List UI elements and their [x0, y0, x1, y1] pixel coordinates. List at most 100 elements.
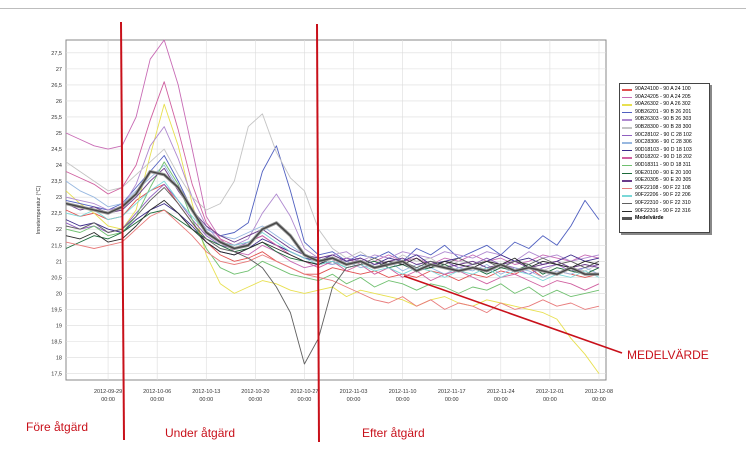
legend-entry: 90D18311 - 90 D 18 311 [622, 162, 707, 170]
x-tick-label: 2012-10-20 [241, 389, 269, 395]
phase-divider-start [120, 21, 125, 441]
legend-label: 90D18311 - 90 D 18 311 [635, 161, 692, 168]
y-tick-label: 18,5 [51, 340, 62, 346]
legend-swatch [622, 111, 632, 114]
legend-label: 90C28102 - 90 C 28 102 [635, 131, 692, 138]
mean-annotation-pointer [403, 275, 623, 354]
legend-swatch [622, 127, 632, 129]
y-tick-label: 24,5 [51, 147, 62, 153]
x-tick-time-label: 00:00 [396, 397, 410, 403]
legend-entry: 90C28102 - 90 C 28 102 [622, 132, 707, 140]
y-tick-label: 17,5 [51, 372, 62, 378]
y-tick-label: 27 [56, 67, 62, 73]
y-tick-label: 22,5 [51, 211, 62, 217]
x-tick-label: 2012-11-03 [340, 389, 368, 395]
legend-swatch [622, 172, 632, 175]
y-tick-label: 26 [56, 99, 62, 105]
x-tick-time-label: 00:00 [592, 397, 606, 403]
legend-entry: 90B26201 - 90 B 26 201 [622, 109, 707, 117]
x-tick-label: 2012-12-08 [585, 389, 613, 395]
x-tick-label: 2012-12-01 [536, 389, 564, 395]
y-tick-label: 20,5 [51, 275, 62, 281]
legend-label: 90F22206 - 90 F 22 206 [635, 192, 691, 199]
x-tick-label: 2012-10-06 [143, 389, 171, 395]
legend-label: Medelvärde [635, 215, 664, 222]
series-line [65, 180, 600, 282]
legend-swatch [622, 119, 632, 121]
legend-entry: 90E20100 - 90 E 20 100 [622, 170, 707, 178]
x-tick-label: 2012-09-29 [94, 389, 122, 395]
legend-label: 90B26201 - 90 B 26 201 [635, 108, 692, 115]
legend-entry: 90C28306 - 90 C 28 306 [622, 139, 707, 147]
legend-label: 90D18103 - 90 D 18 103 [635, 146, 692, 153]
phase-label-before: Före åtgärd [26, 420, 89, 434]
legend-label: 90B26303 - 90 B 26 303 [635, 116, 692, 123]
legend-label: 90F22108 - 90 F 22 108 [635, 184, 691, 191]
legend-swatch [622, 164, 632, 167]
legend-entry: 90D18202 - 90 D 18 202 [622, 154, 707, 162]
phase-label-after: Efter åtgärd [362, 426, 425, 440]
legend-swatch [622, 202, 632, 205]
y-tick-label: 18 [56, 356, 62, 362]
x-tick-time-label: 00:00 [150, 397, 164, 403]
legend-entry: 90F22310 - 90 F 22 310 [622, 200, 707, 208]
x-tick-label: 2012-11-24 [487, 389, 515, 395]
y-tick-label: 19 [56, 323, 62, 329]
x-tick-time-label: 00:00 [347, 397, 361, 403]
legend-label: 90F22310 - 90 F 22 310 [635, 199, 691, 206]
x-tick-time-label: 00:00 [543, 397, 557, 403]
phase-label-during: Under åtgärd [165, 426, 236, 440]
legend-label: 90F22316 - 90 F 22 316 [635, 207, 691, 214]
legend-swatch [622, 149, 632, 152]
series-line [65, 145, 600, 262]
y-tick-label: 23 [56, 195, 62, 201]
y-tick-label: 19,5 [51, 307, 62, 313]
x-tick-label: 2012-10-13 [192, 389, 220, 395]
y-tick-label: 20 [56, 291, 62, 297]
legend-label: 90B28300 - 90 B 28 300 [635, 123, 692, 130]
series-line [65, 209, 600, 314]
legend-entry: 90A26302 - 90 A 26 302 [622, 101, 707, 109]
x-tick-time-label: 00:00 [298, 397, 312, 403]
y-tick-label: 21 [56, 259, 62, 265]
x-tick-time-label: 00:00 [248, 397, 262, 403]
legend-label: 90E20305 - 90 E 20 305 [635, 177, 692, 184]
legend-entry: Medelvärde [622, 215, 707, 223]
x-tick-time-label: 00:00 [494, 397, 508, 403]
x-tick-time-label: 00:00 [199, 397, 213, 403]
legend-entry: 90D18103 - 90 D 18 103 [622, 147, 707, 155]
series-line [65, 161, 600, 298]
legend-swatch [622, 96, 632, 99]
y-tick-label: 25,5 [51, 115, 62, 121]
y-tick-label: 21,5 [51, 243, 62, 249]
legend-swatch [622, 195, 632, 197]
series-line [65, 167, 600, 269]
legend-label: 90C28306 - 90 C 28 306 [635, 139, 692, 146]
y-tick-label: 26,5 [51, 83, 62, 89]
legend-swatch [622, 134, 632, 137]
legend-swatch [622, 157, 632, 159]
legend-swatch [622, 104, 632, 106]
y-axis-title: Innetemperatur (°C) [36, 186, 42, 235]
legend-entry: 90F22108 - 90 F 22 108 [622, 185, 707, 193]
legend-label: 90A24100 - 90 A 24 100 [635, 86, 691, 92]
legend-swatch [622, 89, 632, 91]
y-tick-label: 27,5 [51, 51, 62, 57]
x-tick-time-label: 00:00 [445, 397, 459, 403]
legend-entry: 90B26303 - 90 B 26 303 [622, 116, 707, 124]
x-tick-label: 2012-11-10 [389, 389, 417, 395]
chart-legend: 90A24100 - 90 A 24 100 90A24205 - 90 A 24… [619, 83, 710, 233]
legend-label: 90E20100 - 90 E 20 100 [635, 169, 692, 176]
x-tick-label: 2012-10-27 [290, 389, 318, 395]
legend-entry: 90E20305 - 90 E 20 305 [622, 177, 707, 185]
legend-swatch [622, 142, 632, 144]
mean-annotation-label: MEDELVÄRDE [627, 348, 709, 362]
mean-series-line [65, 170, 599, 275]
y-tick-label: 22 [56, 227, 62, 233]
legend-swatch [622, 180, 632, 182]
plot-area [65, 39, 607, 381]
legend-swatch [622, 217, 632, 221]
legend-entry: 90F22206 - 90 F 22 206 [622, 192, 707, 200]
phase-divider-end [316, 23, 320, 443]
